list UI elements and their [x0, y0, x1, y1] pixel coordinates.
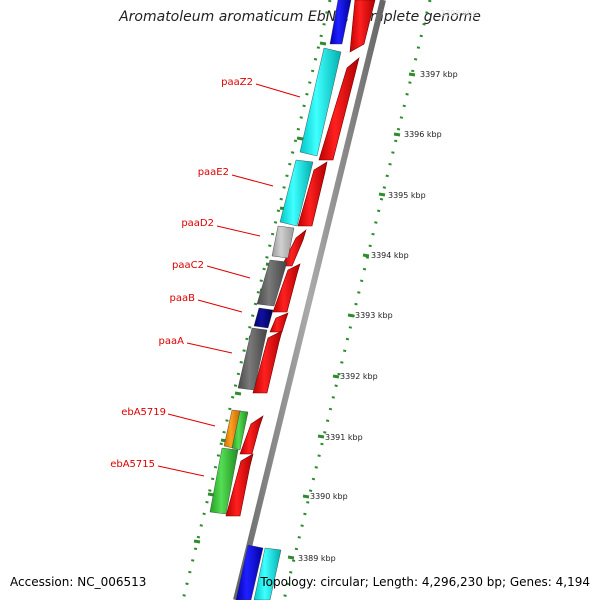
- gene-label: paaC2: [172, 260, 204, 271]
- topology-footer: Topology: circular; Length: 4,296,230 bp…: [260, 575, 590, 589]
- cds-arrow: [239, 415, 264, 455]
- gene-block-blue: [329, 0, 352, 45]
- ruler-label: 3393 kbp: [355, 311, 393, 320]
- gene-label: paaB: [170, 293, 196, 304]
- label-leaders: [157, 83, 301, 477]
- gene-label: paaA: [159, 336, 185, 347]
- ruler-label: 3395 kbp: [388, 191, 426, 200]
- gene-block-cyan: [299, 47, 342, 157]
- cds-arrow: [318, 57, 360, 161]
- gene-label: paaD2: [181, 218, 214, 229]
- gene-label: paaZ2: [221, 77, 253, 88]
- gene-block-green: [209, 447, 239, 515]
- map-title: Aromatoleum aromaticum EbN1, complete ge…: [119, 9, 481, 25]
- ruler-label: 3390 kbp: [310, 492, 348, 501]
- ruler-label: 3389 kbp: [298, 554, 336, 563]
- ruler-label: 3391 kbp: [325, 433, 363, 442]
- ruler-label-group: 3398 kbp 3397 kbp 3396 kbp 3395 kbp 3394…: [298, 9, 478, 563]
- gene-block-green: [231, 410, 249, 451]
- kbp-ticks: [287, 72, 416, 560]
- accession-label: Accession:: [10, 575, 74, 589]
- ruler-label: 3394 kbp: [371, 251, 409, 260]
- cds-arrow: [269, 312, 289, 333]
- accession-value: NC_006513: [77, 575, 147, 589]
- gene-block-navy: [253, 307, 274, 329]
- cds-arrow: [297, 161, 328, 227]
- gene-block-darkgray: [256, 259, 288, 307]
- cds-arrow: [272, 263, 301, 313]
- gene-label: paaE2: [198, 167, 229, 178]
- forward-cds-track: [225, 0, 376, 517]
- accession-footer: Accession: NC_006513: [10, 575, 146, 589]
- tick-ring-outer: [282, 0, 432, 600]
- gene-block-darkgray: [237, 327, 268, 391]
- gene-block-blue: [235, 544, 264, 600]
- gene-label-group: paaZ2 paaE2 paaD2 paaC2 paaB paaA ebA571…: [110, 77, 253, 470]
- genome-backbone: [233, 0, 386, 600]
- ruler-label: 3397 kbp: [420, 70, 458, 79]
- inner-marker-dashes: [193, 41, 327, 544]
- ruler-label: 3392 kbp: [340, 372, 378, 381]
- gene-block-cyan: [253, 547, 282, 600]
- cds-arrow: [225, 453, 254, 517]
- gene-label: ebA5719: [121, 407, 166, 418]
- ruler-label: 3396 kbp: [404, 130, 442, 139]
- cds-arrow: [349, 0, 376, 53]
- gene-block-lightgray: [271, 225, 295, 259]
- ruler-label: 3398 kbp: [440, 9, 478, 18]
- gene-label: ebA5715: [110, 459, 155, 470]
- gene-track: [209, 0, 352, 600]
- gene-block-cyan: [279, 159, 314, 227]
